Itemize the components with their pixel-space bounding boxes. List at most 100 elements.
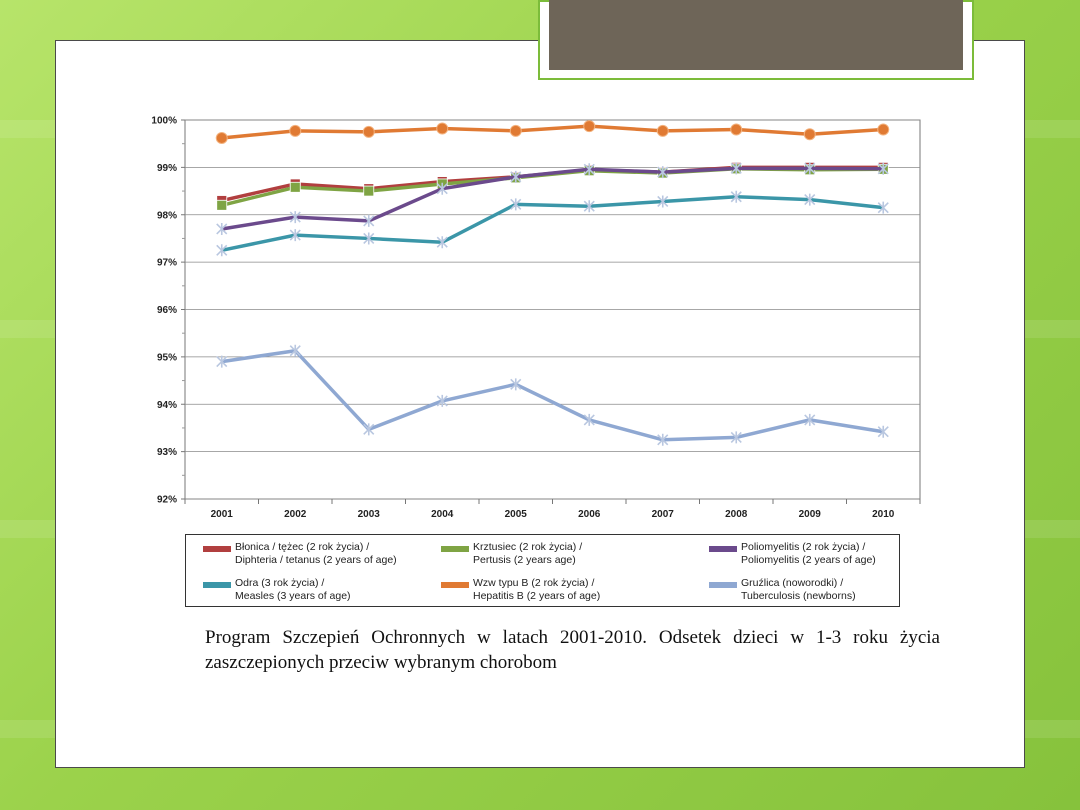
series-line [221,166,884,231]
data-point [877,425,889,438]
data-point [289,181,301,193]
data-point [289,344,301,357]
legend-label: Gruźlica (noworodki) / Tuberculosis (newb… [741,577,856,603]
legend-swatch [709,582,737,588]
data-point [216,222,228,235]
data-point [436,236,448,249]
data-point [730,431,742,444]
x-tick-label: 2007 [652,509,675,520]
chart-series [215,120,890,446]
chart-gridlines [184,119,921,500]
data-point [730,190,742,203]
data-point [363,423,375,436]
legend-label-line2: Measles (3 years of age) [235,590,351,602]
x-tick-label: 2010 [872,509,895,520]
data-point [215,132,228,145]
y-tick-label: 99% [157,163,177,174]
legend-label: Poliomyelitis (2 rok życia) / Poliomyelit… [741,541,876,567]
legend-label-line2: Tuberculosis (newborns) [741,590,856,602]
data-point [289,124,302,137]
chart-axes: 92% 93% 94% 95% 96% 97% 98% 99% 100% 2001 2002 2003… [151,116,921,520]
y-tick-label: 95% [157,352,177,363]
data-point [216,244,228,257]
data-point [436,122,449,135]
data-point [730,123,743,136]
legend-label-line1: Odra (3 rok życia) / [235,577,325,589]
legend-label-line1: Poliomyelitis (2 rok życia) / [741,541,866,553]
data-point [877,123,890,136]
data-point [216,355,228,368]
data-point [804,162,816,175]
y-tick-label: 92% [157,495,177,506]
series-5 [216,344,889,446]
data-point [877,162,889,175]
series-1 [216,163,889,211]
chart-legend: Błonica / tężec (2 rok życia) / Diphteria… [185,534,900,607]
legend-label: Krztusiec (2 rok życia) / Pertusis (2 yea… [473,541,582,567]
data-point [583,163,595,176]
legend-swatch [709,546,737,552]
series-line [221,348,884,442]
series-4 [215,120,890,145]
legend-label-line1: Krztusiec (2 rok życia) / [473,541,583,553]
x-tick-label: 2002 [284,509,307,520]
x-tick-label: 2006 [578,509,601,520]
data-point [510,378,522,391]
data-point [656,124,669,137]
x-tick-label: 2001 [211,509,234,520]
legend-swatch [441,582,469,588]
legend-label-line2: Hepatitis B (2 years of age) [473,590,601,602]
data-point [363,214,375,227]
legend-label-line2: Poliomyelitis (2 years of age) [741,554,876,566]
legend-label-line2: Diphteria / tetanus (2 years of age) [235,554,397,566]
data-point [289,229,301,242]
legend-label-line2: Pertusis (2 years age) [473,554,576,566]
series-line [221,124,884,140]
data-point [657,433,669,446]
data-point [583,200,595,213]
x-tick-label: 2009 [799,509,822,520]
series-3 [216,190,889,257]
y-tick-label: 97% [157,258,177,269]
data-point [362,125,375,138]
y-tick-label: 100% [151,116,177,127]
x-tick-label: 2004 [431,509,454,520]
title-placeholder-box [549,0,963,70]
data-point [509,124,522,137]
x-tick-label: 2005 [505,509,528,520]
data-point [657,166,669,179]
data-point [289,211,301,224]
data-point [510,198,522,211]
y-tick-label: 98% [157,210,177,221]
data-point [583,120,596,133]
data-point [730,162,742,175]
legend-swatch [203,582,231,588]
vaccination-line-chart: 92% 93% 94% 95% 96% 97% 98% 99% 100% 2001 2002 2003… [151,116,921,520]
legend-label-line1: Wzw typu B (2 rok życia) / [473,577,595,589]
data-point [216,199,228,211]
slide-caption: Program Szczepień Ochronnych w latach 20… [205,627,940,673]
legend-label-line1: Gruźlica (noworodki) / [741,577,844,589]
data-point [363,232,375,245]
series-line [221,194,884,252]
y-tick-label: 94% [157,400,177,411]
data-point [877,201,889,214]
series-2 [216,162,889,235]
data-point [657,195,669,208]
legend-label-line1: Błonica / tężec (2 rok życia) / [235,541,370,553]
data-point [804,413,816,426]
y-tick-label: 93% [157,447,177,458]
data-point [803,128,816,141]
data-point [510,170,522,183]
data-point [363,185,375,197]
legend-label: Odra (3 rok życia) / Measles (3 years of … [235,577,351,603]
data-point [436,182,448,195]
y-tick-label: 96% [157,305,177,316]
x-tick-label: 2008 [725,509,748,520]
legend-label: Wzw typu B (2 rok życia) / Hepatitis B (2… [473,577,600,603]
legend-label: Błonica / tężec (2 rok życia) / Diphteria… [235,541,397,567]
legend-swatch [441,546,469,552]
data-point [583,413,595,426]
data-point [436,394,448,407]
legend-swatch [203,546,231,552]
